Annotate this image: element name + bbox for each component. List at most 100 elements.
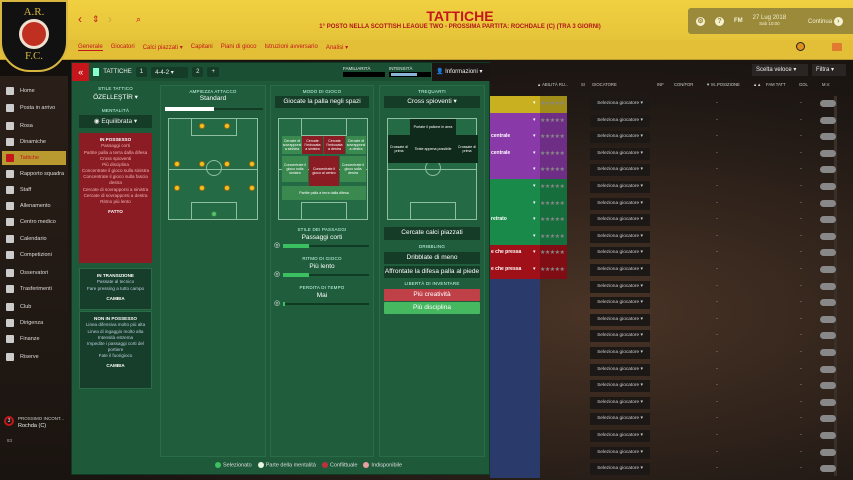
select-player-dropdown[interactable]: Seleziona giocatore ▾ [590, 380, 650, 393]
select-player-dropdown[interactable]: Seleziona giocatore ▾ [590, 297, 650, 310]
approach-pitch[interactable]: Cercate di sovrapporsi a sinistra Cercate… [278, 118, 368, 220]
out-of-possession-box[interactable]: NON IN POSSESSO Linea difensiva molto più… [79, 311, 152, 389]
select-player-dropdown[interactable]: Seleziona giocatore ▾ [590, 347, 650, 359]
in_possession-button[interactable]: FATTO [108, 209, 123, 215]
rating-toggle[interactable] [820, 116, 836, 124]
table-row[interactable]: centrale ★★★★★ ▾ Seleziona giocatore ▾ - - [490, 145, 840, 163]
table-row[interactable]: Seleziona giocatore ▾ - - [490, 278, 840, 296]
tab-4[interactable]: Piani di gioco [220, 44, 257, 50]
rating-toggle[interactable] [820, 149, 836, 157]
select-player-dropdown[interactable]: Seleziona giocatore ▾ [590, 413, 650, 426]
role-dropdown-icon[interactable]: ▾ [533, 116, 536, 123]
final-third-pitch[interactable]: Portate il pallone in area Crossate di pr… [387, 118, 478, 220]
sidebar-item-centro-medico[interactable]: Centro medico [2, 215, 66, 229]
table-row[interactable]: Seleziona giocatore ▾ - - [490, 361, 840, 379]
column-header[interactable]: INF [657, 82, 664, 87]
role-dropdown-icon[interactable]: ▾ [533, 133, 536, 140]
rating-toggle[interactable] [820, 216, 836, 224]
role-dropdown-icon[interactable]: ▾ [533, 216, 536, 223]
fm-menu[interactable]: FM [734, 18, 743, 24]
player-marker[interactable] [199, 185, 205, 191]
continue-button[interactable]: Continua › [808, 16, 843, 26]
table-row[interactable]: Seleziona giocatore ▾ - - [490, 461, 840, 479]
search-icon[interactable]: ⌕ [136, 14, 142, 24]
select-player-dropdown[interactable]: Seleziona giocatore ▾ [590, 197, 650, 210]
out_possession-button[interactable]: CAMBIA [106, 363, 125, 369]
table-row[interactable]: Seleziona giocatore ▾ - - [490, 328, 840, 346]
sidebar-item-trasferimenti[interactable]: Trasferimenti [2, 282, 66, 296]
rating-toggle[interactable] [820, 183, 836, 190]
sidebar-item-riserve[interactable]: Riserve [2, 350, 66, 364]
back-icon[interactable]: ‹ [78, 12, 82, 26]
select-player-dropdown[interactable]: Seleziona giocatore ▾ [590, 164, 650, 177]
quick-pick-dropdown[interactable]: Scelta veloce ▾ [752, 64, 808, 76]
role-dropdown-icon[interactable]: ▾ [533, 149, 536, 156]
transition-button[interactable]: CAMBIA [106, 295, 125, 301]
sidebar-item-staff[interactable]: Staff [2, 183, 66, 197]
more-creative-button[interactable]: Più creatività [384, 289, 480, 301]
more-discipline-button[interactable]: Più disciplina [384, 302, 480, 314]
sidebar-item-finanze[interactable]: Finanze [2, 332, 66, 346]
table-row[interactable]: ★★★★★ ▾ Seleziona giocatore ▾ - - [490, 162, 840, 180]
sidebar-item-club[interactable]: Club [2, 300, 66, 314]
player-marker[interactable] [249, 185, 255, 191]
table-row[interactable]: e che pressa ★★★★★ ▾ Seleziona giocatore ▾ -… [490, 262, 840, 279]
role-dropdown-icon[interactable]: ▾ [533, 183, 536, 189]
rating-toggle[interactable] [820, 398, 836, 406]
player-marker[interactable] [174, 161, 180, 167]
column-header[interactable]: POSIZIONE [717, 82, 740, 87]
approach-zone[interactable]: Cercate di sovrapporsi a destra [346, 136, 366, 154]
run-at-defence-button[interactable]: Affrontate la difesa palla al piede [384, 266, 480, 278]
player-marker[interactable] [199, 161, 205, 167]
table-row[interactable]: ★★★★★ ▾ Seleziona giocatore ▾ - - [490, 112, 840, 130]
formation-dropdown[interactable]: 4-4-2 ▾ [151, 66, 189, 78]
select-player-dropdown[interactable]: Seleziona giocatore ▾ [590, 313, 650, 326]
rating-toggle[interactable] [820, 349, 836, 356]
role-dropdown-icon[interactable]: ▾ [533, 266, 536, 272]
approach-zone[interactable]: Concentrate il gioco al centro [309, 156, 339, 186]
rating-toggle[interactable] [820, 282, 836, 290]
rating-toggle[interactable] [820, 432, 836, 439]
approach-zone[interactable]: Concentrate il gioco sulla sinistra [282, 156, 308, 182]
dribble-less-button[interactable]: Dribblate di meno [384, 252, 480, 264]
sidebar-item-rosa[interactable]: Rosa [2, 119, 66, 133]
rating-toggle[interactable] [820, 465, 836, 473]
approach-zone[interactable]: Cercate di sovrapporsi a sinistra [282, 136, 302, 154]
column-header[interactable]: ▲▲ [753, 82, 762, 87]
select-player-dropdown[interactable]: Seleziona giocatore ▾ [590, 430, 650, 442]
rating-toggle[interactable] [820, 199, 836, 207]
player-marker[interactable] [249, 161, 255, 167]
goalkeeper-marker[interactable] [211, 211, 217, 217]
club-logo[interactable]: A.R. F.C. [0, 0, 68, 72]
collapse-panel-button[interactable]: « [72, 63, 90, 81]
approach-zone[interactable]: Cercate l'imbucata a sinistra [302, 136, 323, 154]
sidebar-item-dirigenza[interactable]: Dirigenza [2, 316, 66, 330]
sidebar-item-dinamiche[interactable]: Dinamiche [2, 135, 66, 149]
set-pieces-button[interactable]: Cercate calci piazzati [384, 227, 480, 240]
table-row[interactable]: ★★★★★ ▾ Seleziona giocatore ▾ - - [490, 228, 840, 246]
in-possession-box[interactable]: IN POSSESSO Passaggi corti Partite palla a… [79, 133, 152, 263]
tab-1[interactable]: Giocatori [110, 44, 135, 50]
column-header[interactable]: GIOCATORE [592, 82, 617, 87]
forward-icon[interactable]: › [108, 12, 112, 26]
select-player-dropdown[interactable]: Seleziona giocatore ▾ [590, 396, 650, 409]
rating-toggle[interactable] [820, 266, 836, 273]
approach-zone[interactable]: Cercate l'imbucata a destra [324, 136, 345, 154]
info-dropdown[interactable]: 👤 Informazioni ▾ [432, 63, 490, 81]
player-marker[interactable] [199, 123, 205, 129]
select-player-dropdown[interactable]: Seleziona giocatore ▾ [590, 280, 650, 293]
column-header[interactable]: SI [581, 82, 585, 87]
sidebar-item-rapporto-squadra[interactable]: Rapporto squadra [2, 167, 66, 181]
column-header[interactable]: ▲ ABILITÀ RU... [537, 82, 569, 87]
table-row[interactable]: Seleziona giocatore ▾ - - [490, 411, 840, 429]
rating-toggle[interactable] [820, 100, 836, 107]
sidebar-item-tattiche[interactable]: Tattiche [2, 151, 66, 165]
column-header[interactable]: FAM TATT [766, 82, 786, 87]
table-row[interactable]: Seleziona giocatore ▾ - - [490, 378, 840, 396]
width-slider[interactable] [165, 107, 263, 111]
sidebar-item-home[interactable]: Home [2, 84, 66, 98]
role-dropdown-icon[interactable]: ▾ [533, 249, 536, 256]
select-player-dropdown[interactable]: Seleziona giocatore ▾ [590, 98, 650, 110]
passing-slider[interactable] [283, 244, 369, 248]
approach-dropdown[interactable]: Giocate la palla negli spazi [275, 96, 369, 108]
